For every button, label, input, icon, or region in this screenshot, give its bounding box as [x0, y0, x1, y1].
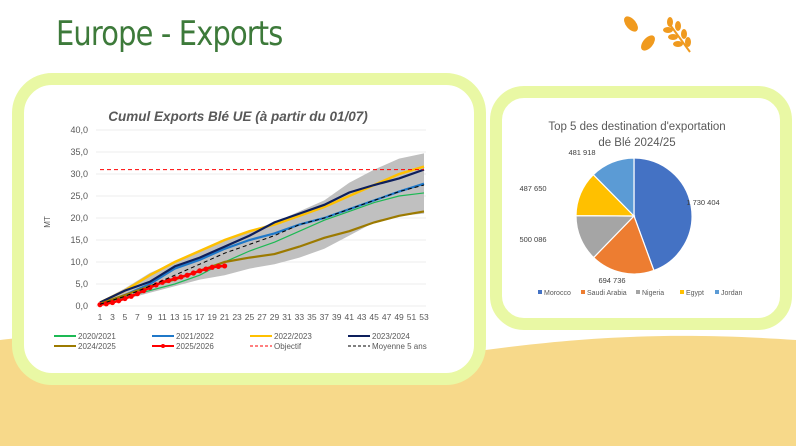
x-tick-label: 37	[320, 312, 330, 322]
data-point	[103, 301, 109, 307]
x-tick-label: 11	[158, 312, 167, 322]
data-point	[197, 268, 203, 274]
x-tick-label: 1	[98, 312, 103, 322]
data-point	[109, 299, 116, 306]
y-tick-label: 30,0	[70, 169, 88, 179]
data-point	[222, 263, 228, 269]
legend-label: Objectif	[274, 342, 302, 351]
legend-label: 2024/2025	[78, 342, 116, 351]
series-line-moyenne-5-ans	[99, 184, 425, 305]
x-tick-label: 3	[110, 312, 115, 322]
x-tick-label: 23	[232, 312, 242, 322]
legend-swatch	[636, 290, 640, 294]
x-tick-label: 13	[170, 312, 180, 322]
x-tick-label: 45	[369, 312, 379, 322]
legend-label: Nigeria	[642, 290, 664, 297]
x-tick-label: 15	[182, 312, 192, 322]
x-tick-label: 35	[307, 312, 317, 322]
x-tick-label: 33	[295, 312, 305, 322]
data-point	[172, 276, 178, 282]
x-tick-label: 5	[123, 312, 128, 322]
x-tick-label: 7	[135, 312, 140, 322]
x-tick-label: 39	[332, 312, 342, 322]
legend-label: 2021/2022	[176, 332, 214, 341]
y-tick-label: 40,0	[70, 125, 88, 135]
pie-title-line2: de Blé 2024/25	[598, 137, 675, 149]
x-tick-label: 9	[147, 312, 152, 322]
data-point	[128, 293, 134, 299]
series-line-2023-2024	[99, 168, 425, 304]
y-tick-label: 15,0	[70, 235, 88, 245]
data-point	[209, 264, 215, 270]
x-tick-label: 43	[357, 312, 367, 322]
x-tick-label: 21	[220, 312, 230, 322]
x-tick-label: 49	[394, 312, 404, 322]
x-tick-label: 27	[257, 312, 267, 322]
legend-swatch	[581, 290, 585, 294]
legend-label: Saudi Arabia	[587, 290, 627, 297]
data-point	[134, 291, 140, 297]
y-axis-label: MT	[43, 216, 52, 228]
exports-chart-panel	[12, 73, 486, 385]
legend-marker	[161, 344, 165, 348]
y-tick-label: 0,0	[75, 301, 88, 311]
x-tick-label: 25	[245, 312, 255, 322]
y-tick-label: 5,0	[75, 279, 88, 289]
data-point	[116, 298, 122, 304]
legend-label: 2023/2024	[372, 332, 410, 341]
x-tick-label: 31	[282, 312, 292, 322]
pie-data-label: 500 086	[519, 235, 546, 244]
pie-data-label: 694 736	[598, 276, 625, 285]
x-tick-label: 29	[270, 312, 280, 322]
legend-swatch	[715, 290, 719, 294]
pie-slice-jordan	[592, 157, 635, 218]
legend-label: 2022/2023	[274, 332, 312, 341]
data-point	[190, 270, 197, 276]
legend-label: Morocco	[544, 290, 571, 297]
pie-data-label: 481 918	[568, 148, 595, 157]
wheat-leaves-icon	[624, 16, 691, 53]
legend-label: 2020/2021	[78, 332, 116, 341]
pie-data-label: 487 650	[519, 184, 546, 193]
legend-label: Egypt	[686, 290, 704, 297]
chart-title: Cumul Exports Blé UE (à partir du 01/07)	[108, 109, 368, 124]
legend-label: Jordan	[721, 290, 743, 297]
legend-swatch	[538, 290, 542, 294]
x-tick-label: 47	[382, 312, 392, 322]
data-point	[184, 272, 190, 278]
legend-label: 2025/2026	[176, 342, 214, 351]
series-line-2020-2021	[99, 192, 425, 305]
pie-slice-morocco	[633, 157, 693, 272]
x-tick-label: 53	[419, 312, 429, 322]
x-tick-label: 51	[407, 312, 417, 322]
y-tick-label: 25,0	[70, 191, 88, 201]
data-point	[215, 263, 221, 269]
data-point	[203, 266, 209, 272]
y-tick-label: 10,0	[70, 257, 88, 267]
y-tick-label: 35,0	[70, 147, 88, 157]
data-point	[165, 277, 172, 284]
data-point	[178, 274, 184, 280]
x-tick-label: 19	[207, 312, 217, 322]
legend-swatch	[680, 290, 684, 294]
y-tick-label: 20,0	[70, 213, 88, 223]
page-title: Europe - Exports	[56, 14, 283, 54]
pie-slice-saudi-arabia	[592, 214, 655, 275]
x-tick-label: 41	[344, 312, 354, 322]
legend-label: Moyenne 5 ans	[372, 342, 427, 351]
pie-data-label: 1 730 404	[686, 198, 719, 207]
x-tick-label: 17	[195, 312, 205, 322]
pie-title-line1: Top 5 des destination d'exportation	[548, 121, 725, 133]
